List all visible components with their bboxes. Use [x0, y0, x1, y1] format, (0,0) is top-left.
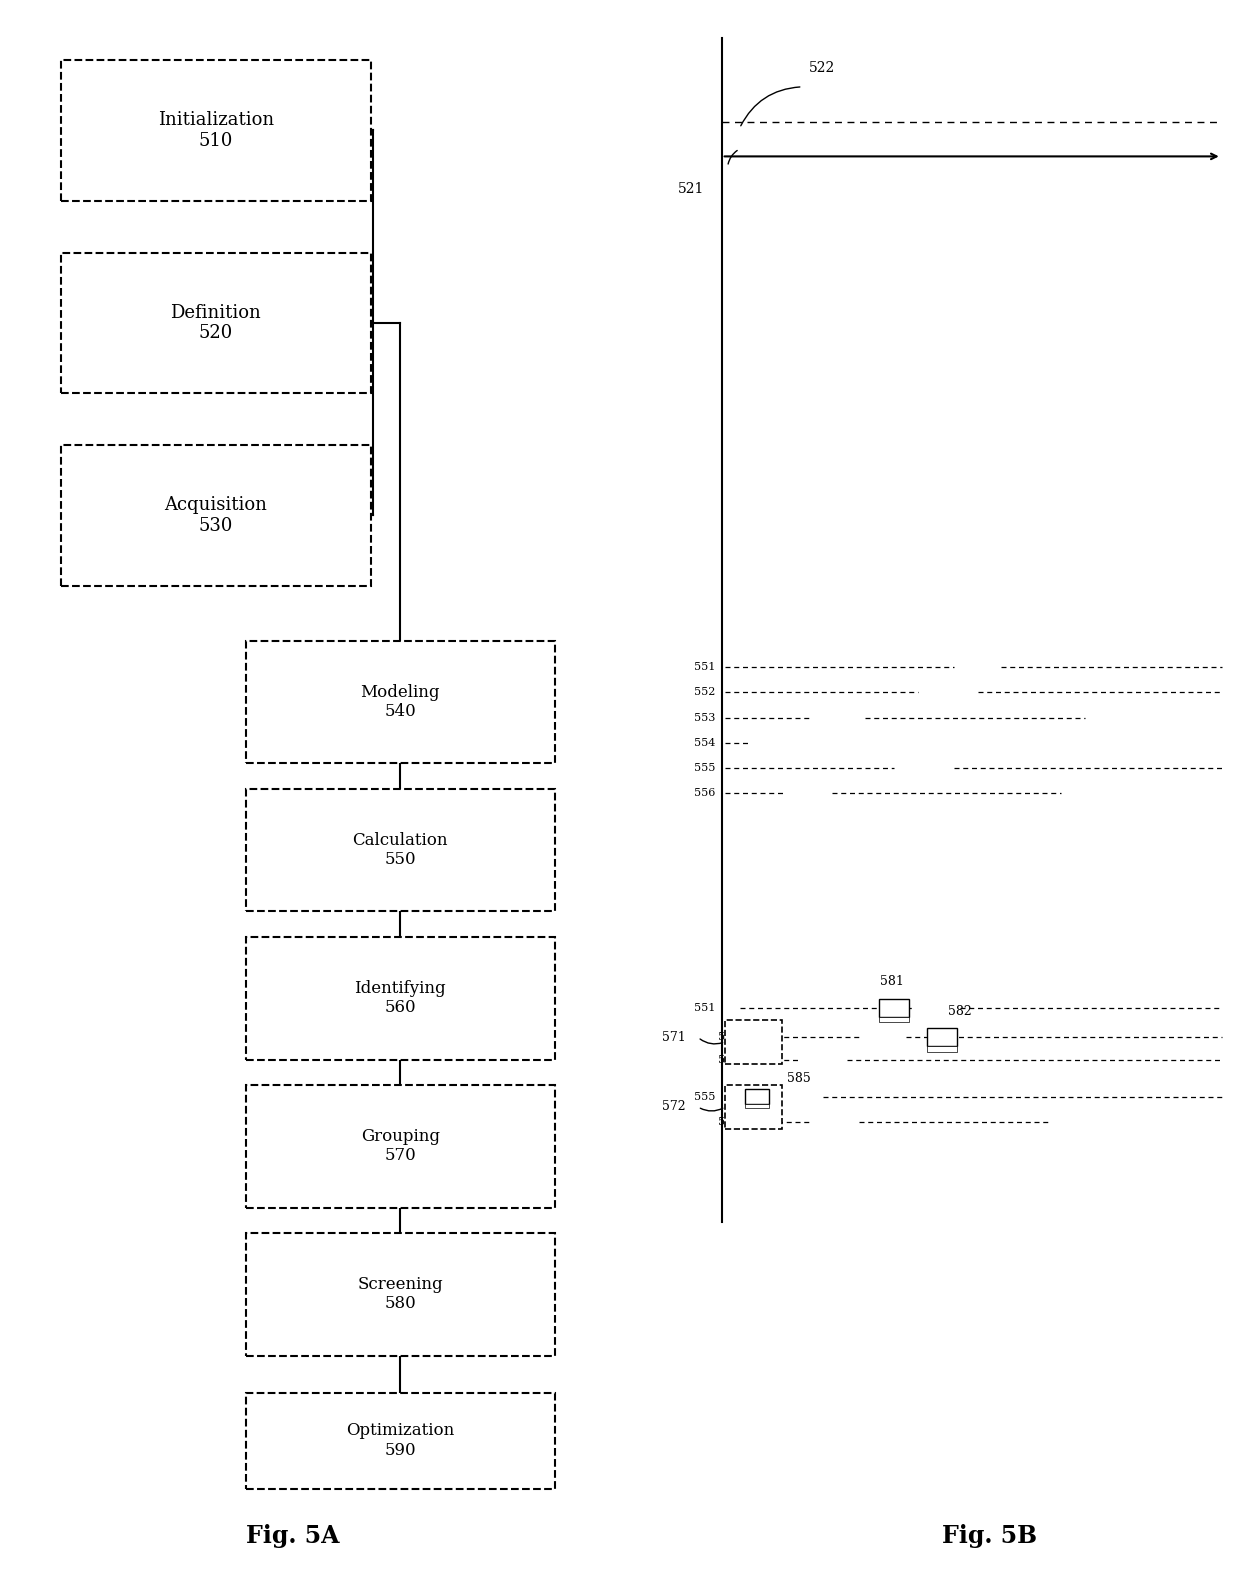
Text: 553: 553 — [718, 1055, 739, 1065]
Text: 571: 571 — [662, 1030, 686, 1044]
Text: Grouping
570: Grouping 570 — [361, 1128, 440, 1164]
Text: Optimization
590: Optimization 590 — [346, 1422, 454, 1458]
Bar — [928, 1028, 957, 1046]
Bar — [725, 1019, 782, 1065]
Bar — [61, 446, 371, 586]
Bar — [246, 1392, 556, 1488]
Bar — [246, 937, 556, 1060]
Bar — [246, 1233, 556, 1356]
Bar — [879, 1016, 909, 1022]
Text: Fig. 5A: Fig. 5A — [247, 1525, 340, 1548]
Bar — [745, 1104, 769, 1109]
Text: Acquisition
530: Acquisition 530 — [165, 496, 267, 536]
Bar — [745, 1090, 769, 1104]
Text: 552: 552 — [694, 687, 715, 698]
Text: 585: 585 — [787, 1071, 811, 1085]
Text: Screening
580: Screening 580 — [357, 1276, 443, 1312]
Text: 553: 553 — [694, 712, 715, 723]
Text: 551: 551 — [694, 662, 715, 673]
Text: 555: 555 — [694, 1091, 715, 1101]
Text: Identifying
560: Identifying 560 — [355, 980, 446, 1016]
Bar — [879, 999, 909, 1016]
Text: 556: 556 — [694, 788, 715, 799]
Bar — [725, 1085, 782, 1129]
Text: 552: 552 — [718, 1032, 739, 1043]
Bar — [61, 60, 371, 200]
Text: 521: 521 — [677, 181, 704, 195]
Text: Initialization
510: Initialization 510 — [157, 112, 274, 150]
Text: 572: 572 — [662, 1101, 686, 1114]
Text: 555: 555 — [694, 762, 715, 773]
Bar — [928, 1046, 957, 1052]
Text: 556: 556 — [718, 1117, 739, 1126]
Text: 582: 582 — [947, 1005, 972, 1017]
Text: Definition
520: Definition 520 — [170, 304, 262, 342]
Text: 581: 581 — [880, 975, 904, 989]
Text: Fig. 5B: Fig. 5B — [942, 1525, 1037, 1548]
Text: Calculation
550: Calculation 550 — [352, 832, 448, 868]
Bar — [246, 641, 556, 764]
Bar — [246, 789, 556, 912]
Text: Modeling
540: Modeling 540 — [361, 684, 440, 720]
Bar — [246, 1085, 556, 1208]
Text: 551: 551 — [694, 1003, 715, 1013]
Text: 522: 522 — [808, 61, 835, 76]
Text: 554: 554 — [694, 737, 715, 748]
Bar — [61, 252, 371, 394]
